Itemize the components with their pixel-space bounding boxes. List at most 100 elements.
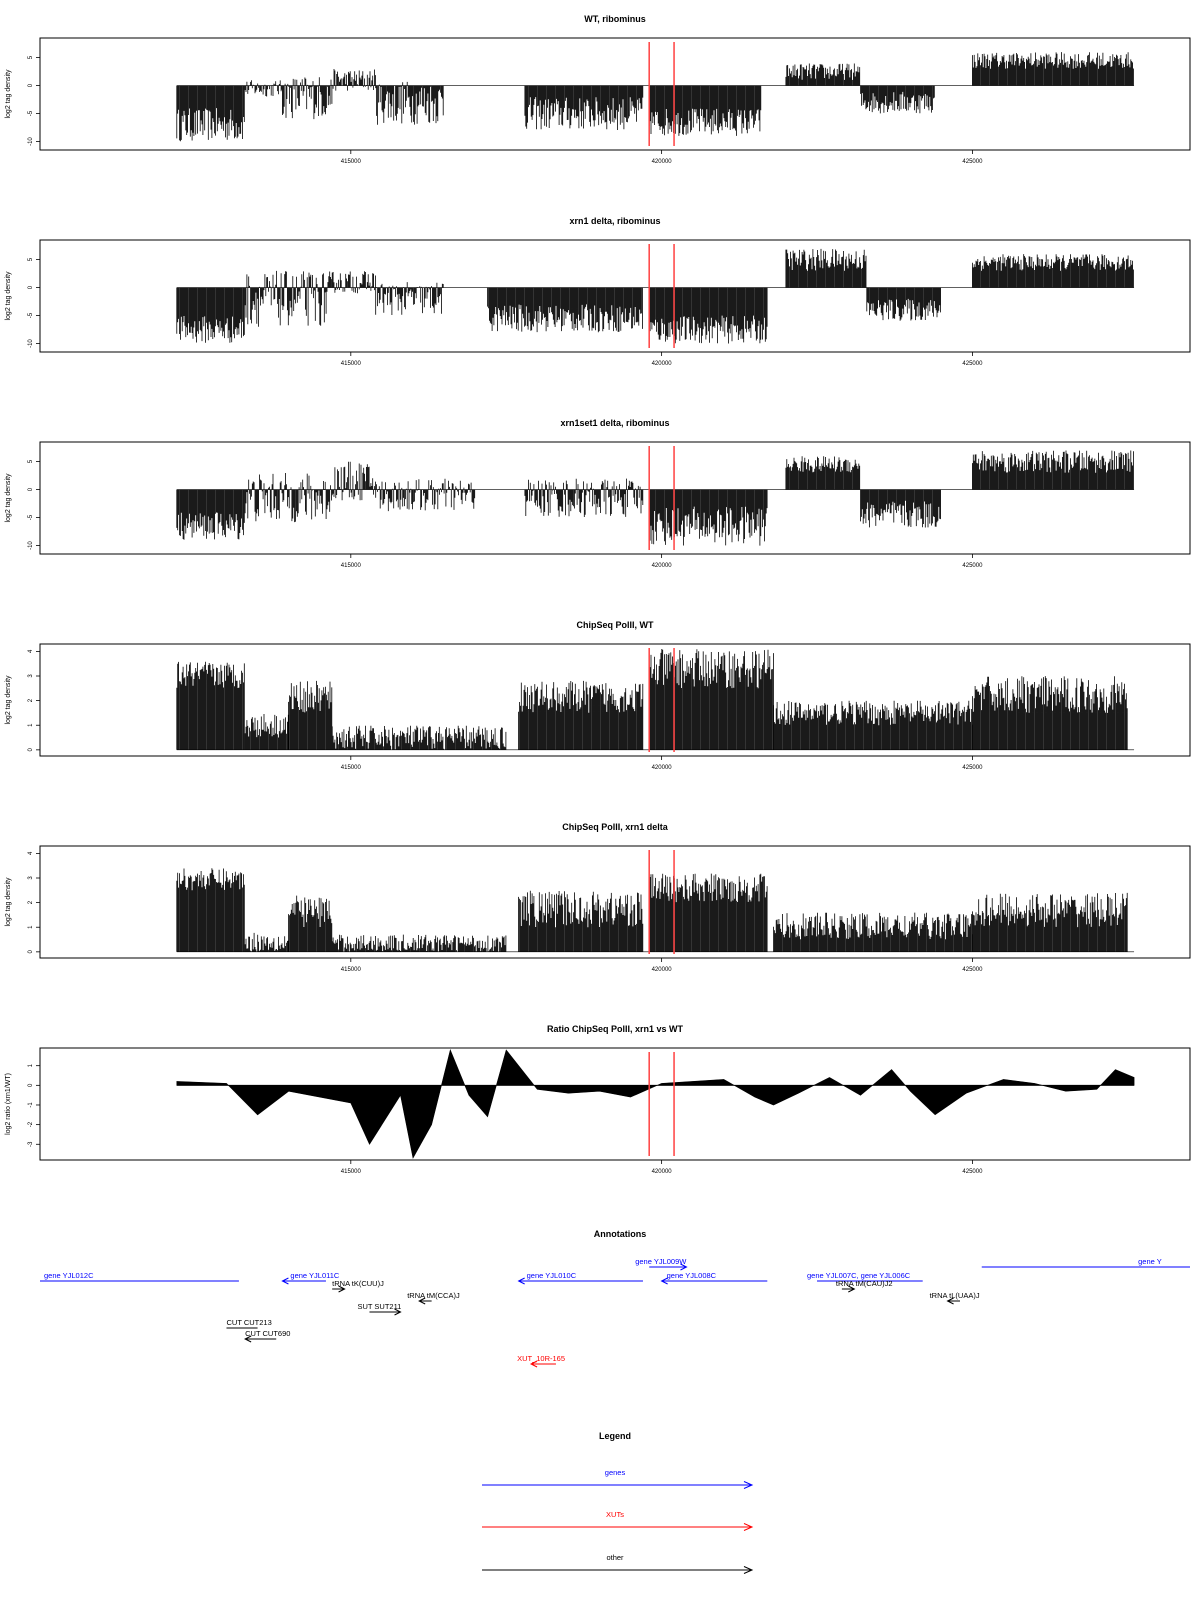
y-axis-label: log2 tag density [5,271,12,321]
arrow-right-icon [743,1481,754,1489]
y-tick-label: 5 [28,55,34,59]
signal-segment [648,85,762,136]
signal-segment [331,69,376,91]
y-tick-label: 5 [28,459,34,463]
signal-segment [866,287,941,321]
signal-bars [375,81,444,125]
y-tick-label: 4 [28,649,34,653]
signal-bars [648,649,774,750]
annotation-feature: SUT SUT211 [357,1302,402,1316]
legend-title: Legend [599,1431,631,1441]
y-axis-label: log2 tag density [5,473,12,523]
signal-segment [773,912,973,952]
signal-segment [176,489,245,540]
feature-label: tRNA tK(CUU)J [332,1279,384,1288]
annotation-feature: CUT CUT213 [226,1318,272,1329]
y-tick-label: 3 [28,876,34,880]
signal-segment [176,661,245,750]
signal-bars [773,912,973,952]
signal-bars [524,478,644,517]
signal-segment [648,873,768,952]
data-series [176,649,1135,751]
chart-title: ChipSeq PolII, xrn1 delta [562,822,669,832]
arrow-left-icon [244,1335,252,1343]
feature-label: gene YJL007C, gene YJL006C [807,1271,911,1280]
signal-bars [244,80,283,97]
signal-segment [860,489,941,528]
signal-segment [648,287,768,344]
x-tick-label: 415000 [341,765,362,771]
signal-segment [648,489,768,546]
signal-segment [785,248,867,288]
annotation-feature: gene YJL009W [635,1257,688,1271]
annotation-feature: gene Y [981,1257,1190,1268]
x-tick-label: 420000 [652,1169,673,1175]
arrow-left-icon [529,1360,538,1368]
x-tick-label: 420000 [652,967,673,973]
x-tick-label: 415000 [341,159,362,165]
signal-segment [487,287,643,333]
y-tick-label: -10 [28,137,34,146]
y-tick-label: -1 [28,1102,34,1108]
signal-segment [176,868,245,952]
signal-segment [331,461,376,501]
y-axis-label: log2 ratio (xrn1/WT) [5,1073,12,1135]
y-tick-label: 0 [28,1083,34,1087]
annotation-feature: XUT_10R-165 [517,1354,565,1368]
y-tick-label: 1 [28,925,34,929]
feature-label: gene Y [1138,1257,1162,1266]
y-tick-label: -3 [28,1141,34,1147]
x-tick-label: 420000 [652,361,673,367]
arrow-right-icon [338,1285,346,1293]
signal-segment [375,81,444,125]
signal-bars [972,254,1134,288]
x-tick-label: 425000 [962,361,983,367]
signal-bars [972,450,1134,490]
signal-segment [518,680,644,750]
annotation-feature: tRNA tK(CUU)J [332,1279,384,1293]
annotation-feature: tRNA tL(UAA)J [930,1291,980,1305]
signal-segment [288,895,333,952]
signal-bars [244,473,332,523]
chart-panel-3: xrn1set1 delta, ribominus -10 -5 0 5 log2 tag… [5,418,1191,569]
arrow-left-icon [660,1277,668,1285]
signal-segment [244,270,332,327]
y-axis-label: log2 tag density [5,69,12,119]
signal-bars [331,69,376,91]
signal-bars [648,873,768,952]
chart-panel-6: Ratio ChipSeq PolII, xrn1 vs WT -3 -2 -1 0 1 l… [5,1024,1191,1175]
signal-bars [518,890,644,952]
annotation-feature: tRNA tM(CCA)J [407,1291,460,1305]
signal-bars [244,714,289,750]
feature-label: CUT CUT690 [245,1329,290,1338]
legend-label: genes [605,1468,626,1477]
signal-bars [176,85,245,142]
x-tick-label: 415000 [341,563,362,569]
signal-bars [331,725,507,750]
signal-segment [331,934,507,952]
signal-bars [773,700,973,750]
plot-frame [39,643,1191,757]
signal-bars [176,661,245,750]
annotations-title: Annotations [594,1229,647,1239]
signal-bars [331,271,376,294]
signal-segment [860,85,935,114]
arrow-right-icon [848,1285,856,1293]
arrow-left-icon [517,1277,525,1285]
chart-panel-5: ChipSeq PolII, xrn1 delta 0 1 2 3 4 log2 tag d… [5,822,1191,973]
signal-bars [375,478,476,512]
data-series [176,248,1135,344]
signal-bars [860,85,935,114]
annotation-feature: gene YJL007C, gene YJL006C [807,1271,923,1282]
signal-segment [785,63,861,86]
x-tick-label: 425000 [962,1169,983,1175]
legend-label: XUTs [606,1510,624,1519]
signal-bars [176,287,245,343]
signal-segment [524,478,644,517]
feature-label: gene YJL012C [44,1271,94,1280]
data-series [176,1049,1135,1159]
ratio-area [176,1049,1135,1159]
annotation-feature: CUT CUT690 [244,1329,290,1343]
